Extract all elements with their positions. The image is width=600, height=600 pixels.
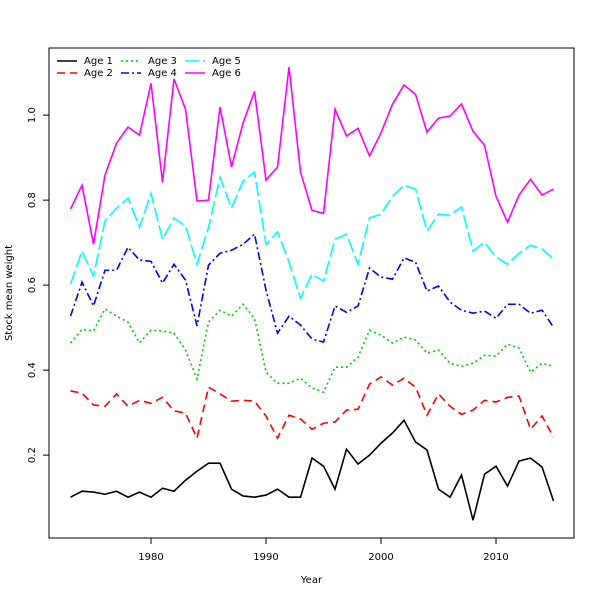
- legend-label: Age 1: [84, 56, 113, 67]
- x-axis-label: Year: [300, 575, 323, 586]
- plot-box: [48, 47, 575, 539]
- legend-label: Age 5: [212, 56, 241, 67]
- series-line: [70, 418, 555, 521]
- y-tick-label: 0.4: [27, 362, 38, 378]
- y-axis-label: Stock mean weight: [4, 245, 15, 341]
- x-tick-label: 2010: [483, 552, 508, 563]
- y-tick-label: 1.0: [27, 107, 38, 123]
- x-tick-label: 2000: [368, 552, 393, 563]
- x-tick-label: 1980: [138, 552, 163, 563]
- legend-label: Age 6: [212, 68, 241, 79]
- legend-label: Age 2: [84, 68, 113, 79]
- series-line: [69, 232, 555, 344]
- legend-label: Age 4: [148, 68, 177, 79]
- series-line: [69, 303, 554, 394]
- legend-label: Age 3: [148, 56, 177, 67]
- series-line: [70, 375, 555, 441]
- y-tick-label: 0.8: [27, 192, 38, 208]
- series-line: [69, 170, 555, 301]
- y-tick-label: 0.6: [27, 277, 38, 293]
- series-line: [69, 67, 554, 245]
- x-tick-label: 1990: [253, 552, 278, 563]
- y-tick-label: 0.2: [27, 447, 38, 463]
